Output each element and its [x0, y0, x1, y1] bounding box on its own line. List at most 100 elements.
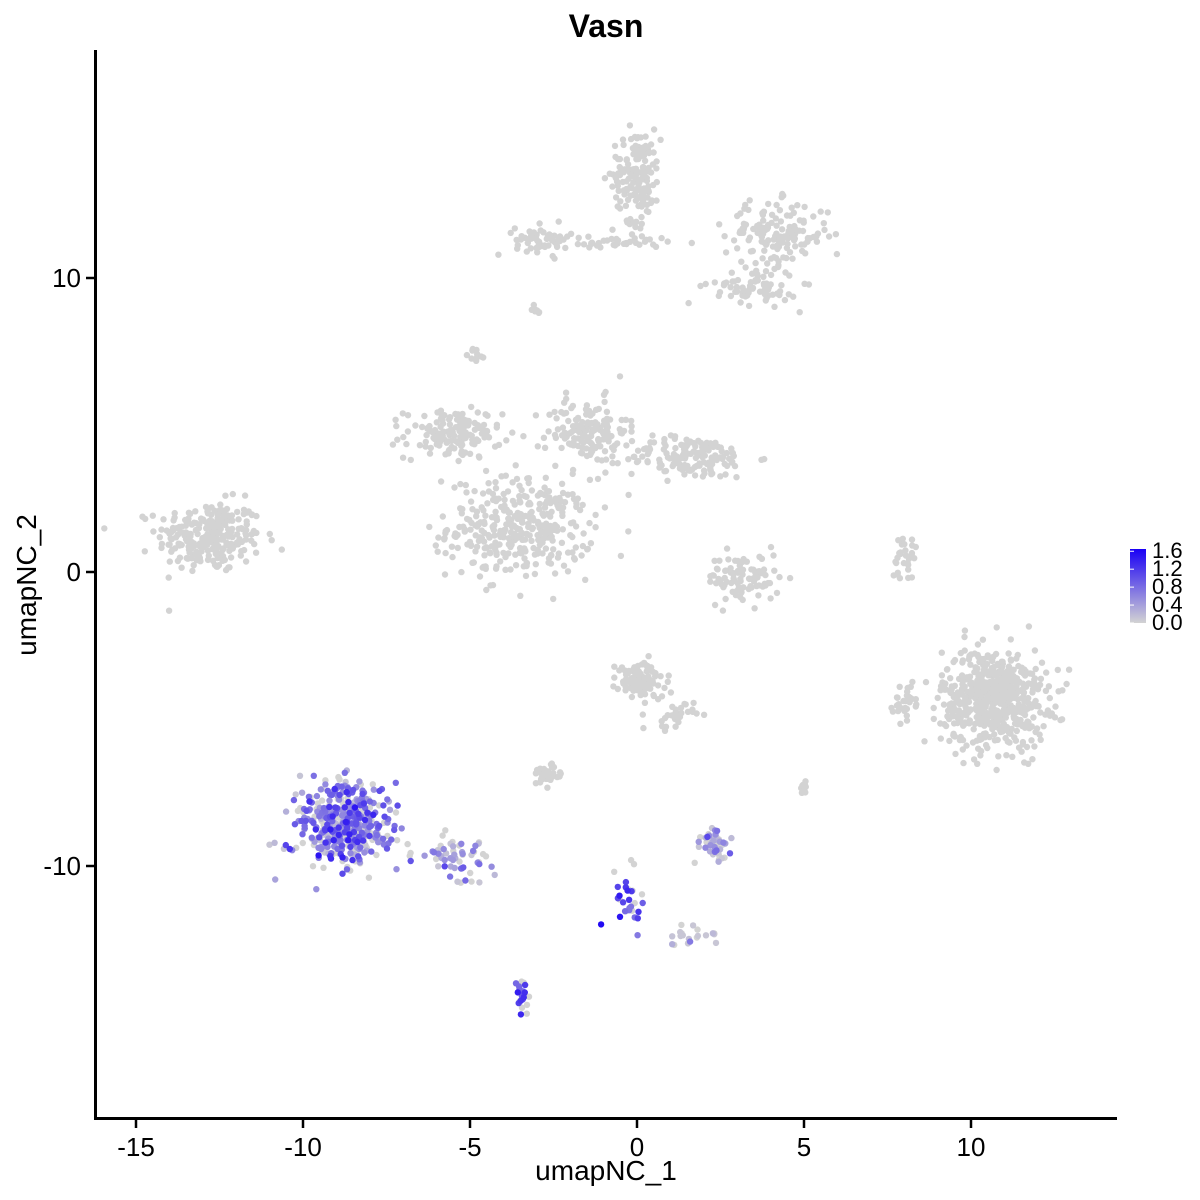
cell-point: [734, 567, 742, 575]
cell-point: [468, 878, 475, 885]
cell-point: [606, 433, 614, 441]
cell-point: [241, 492, 249, 499]
cell-point: [712, 939, 720, 947]
cell-point: [449, 843, 457, 850]
cell-point: [505, 550, 512, 557]
cell-point: [521, 989, 528, 996]
cell-point: [514, 532, 521, 540]
cell-point: [559, 526, 566, 533]
cell-point: [945, 707, 952, 714]
cell-point: [562, 389, 570, 396]
cell-point: [569, 466, 577, 474]
cell-point: [616, 913, 624, 920]
cell-point: [624, 219, 631, 226]
cell-point: [426, 450, 434, 457]
cell-point: [523, 559, 531, 567]
cell-point: [335, 824, 342, 831]
cell-point: [653, 178, 660, 186]
cell-point: [346, 831, 353, 838]
cell-point: [977, 752, 984, 759]
cell-point: [573, 421, 581, 429]
cell-point: [546, 411, 553, 418]
cell-point: [342, 818, 349, 826]
cell-point: [661, 439, 668, 447]
cell-point: [327, 855, 335, 862]
cell-point: [322, 781, 329, 788]
x-axis-label: umapNC_1: [535, 1155, 677, 1186]
cell-point: [611, 442, 619, 449]
cell-point: [617, 198, 624, 205]
cell-point: [901, 541, 908, 548]
cell-point: [473, 513, 480, 520]
cell-point: [158, 526, 165, 533]
cell-point: [552, 462, 559, 469]
cell-point: [789, 255, 796, 262]
legend-colorbar: [1130, 549, 1146, 623]
cell-point: [677, 928, 684, 936]
cell-point: [551, 408, 558, 416]
cell-point: [1033, 725, 1041, 732]
cell-point: [196, 543, 203, 550]
cell-point: [1025, 623, 1033, 630]
cell-point: [471, 419, 478, 427]
cell-point: [482, 563, 489, 570]
cell-point: [905, 566, 912, 573]
cell-point: [616, 373, 624, 380]
cell-point: [658, 723, 666, 730]
cell-point: [1029, 756, 1036, 763]
cell-point: [523, 1010, 530, 1017]
cell-point: [449, 553, 456, 561]
cell-point: [536, 220, 543, 227]
cell-point: [672, 723, 679, 730]
cell-point: [313, 792, 321, 800]
cell-point: [1035, 703, 1042, 710]
cell-point: [554, 426, 562, 433]
cell-point: [492, 565, 500, 572]
cell-point: [664, 477, 671, 484]
cell-point: [541, 444, 549, 451]
cell-point: [664, 238, 671, 245]
cell-point: [376, 822, 383, 830]
cell-point: [628, 437, 636, 445]
cell-point: [975, 672, 982, 680]
cell-point: [962, 694, 969, 702]
cell-point: [970, 726, 977, 733]
cell-point: [800, 217, 807, 224]
cell-point: [611, 674, 618, 681]
cell-point: [629, 145, 637, 152]
cell-point: [716, 557, 723, 564]
cell-point: [535, 309, 543, 316]
cell-point: [716, 221, 723, 228]
cell-point: [213, 563, 220, 570]
cell-point: [713, 847, 720, 854]
cell-point: [549, 537, 556, 544]
cell-point: [638, 203, 645, 210]
cell-point: [250, 529, 257, 537]
cell-point: [983, 684, 991, 691]
cell-point: [421, 852, 428, 859]
cell-point: [625, 667, 632, 675]
cell-point: [623, 442, 630, 449]
cell-point: [634, 170, 641, 177]
cell-point: [722, 249, 730, 256]
cell-point: [495, 251, 502, 258]
cell-point: [435, 440, 442, 448]
cell-point: [585, 233, 592, 240]
cell-point: [767, 255, 775, 262]
cell-point: [580, 530, 587, 537]
cell-point: [1045, 683, 1053, 690]
cell-point: [997, 715, 1004, 722]
cell-point: [762, 571, 769, 579]
cell-point: [331, 785, 338, 793]
cell-point: [890, 572, 897, 579]
cell-point: [169, 527, 177, 534]
cell-point: [282, 841, 289, 849]
cell-point: [978, 702, 985, 710]
cell-point: [644, 459, 651, 466]
cell-point: [620, 427, 628, 435]
cell-point: [792, 243, 799, 250]
cell-point: [767, 595, 774, 602]
cell-point: [298, 789, 306, 796]
cell-point: [226, 547, 233, 555]
cell-point: [452, 530, 459, 537]
